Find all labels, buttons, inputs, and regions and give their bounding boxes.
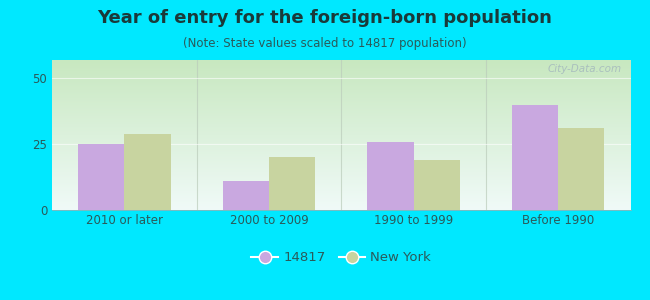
Bar: [124, 134, 170, 210]
Bar: [558, 128, 605, 210]
Bar: [223, 181, 269, 210]
Bar: [413, 160, 460, 210]
Bar: [367, 142, 413, 210]
Bar: [512, 105, 558, 210]
Text: City-Data.com: City-Data.com: [548, 64, 622, 74]
Text: Year of entry for the foreign-born population: Year of entry for the foreign-born popul…: [98, 9, 552, 27]
Legend: 14817, New York: 14817, New York: [246, 246, 436, 269]
Bar: [269, 158, 315, 210]
Bar: [78, 144, 124, 210]
Text: (Note: State values scaled to 14817 population): (Note: State values scaled to 14817 popu…: [183, 38, 467, 50]
